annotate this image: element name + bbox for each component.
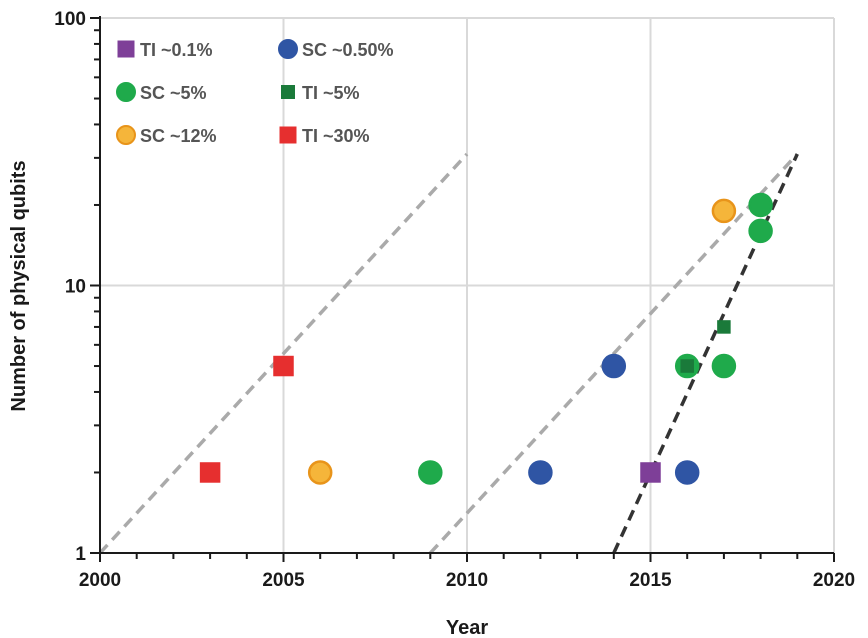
legend-item: TI ~30% [279, 126, 370, 146]
x-tick-label: 2005 [262, 570, 305, 591]
legend-label: SC ~0.50% [302, 40, 394, 60]
legend-item: SC ~5% [116, 82, 207, 103]
legend-marker [117, 40, 135, 58]
data-point [748, 218, 773, 244]
legend-label: SC ~5% [140, 83, 207, 103]
x-tick-label: 2000 [79, 570, 121, 591]
legend-marker [281, 85, 295, 99]
data-point [711, 198, 737, 224]
tick-labels: 2000 2005 2010 2015 2020 1 10 100 [54, 9, 855, 591]
legend-label: TI ~30% [302, 126, 370, 146]
x-tick-label: 2020 [813, 570, 855, 591]
y-tick-label: 1 [75, 544, 86, 565]
legend-marker [279, 126, 297, 144]
data-point [307, 460, 333, 485]
x-tick-label: 2015 [629, 570, 672, 591]
legend-label: TI ~0.1% [140, 40, 213, 60]
y-tick-label: 10 [65, 277, 86, 298]
data-point [199, 462, 221, 483]
data-point [273, 355, 294, 377]
data-point [680, 359, 694, 373]
legend-item: TI ~0.1% [117, 40, 213, 60]
legend-label: TI ~5% [302, 83, 360, 103]
data-point [748, 192, 773, 218]
x-tick-label: 2010 [446, 570, 488, 591]
data-point [711, 353, 737, 379]
y-tick-label: 100 [54, 9, 86, 30]
data-point [601, 353, 627, 379]
legend-item: SC ~12% [116, 125, 217, 146]
legend: TI ~0.1% SC ~0.50% SC ~5% TI ~5% SC ~12% TI ~… [116, 39, 394, 146]
legend-label: SC ~12% [140, 126, 217, 146]
data-point [717, 320, 731, 334]
trend-line-2 [429, 152, 799, 555]
legend-marker [116, 82, 136, 102]
data-point [418, 460, 443, 485]
legend-marker [116, 125, 136, 145]
data-point [640, 462, 661, 483]
axes [90, 16, 835, 562]
trend-line-1 [98, 152, 469, 555]
legend-marker [278, 39, 298, 59]
data-point [528, 460, 553, 485]
legend-item: SC ~0.50% [278, 39, 394, 60]
legend-item: TI ~5% [281, 83, 360, 103]
trend-lines [98, 152, 799, 555]
data-points [199, 192, 773, 485]
trend-line-3 [612, 153, 799, 554]
grid-layer [100, 17, 835, 553]
x-axis-title: Year [446, 617, 488, 638]
data-point [674, 460, 700, 485]
y-axis-title: Number of physical qubits [8, 160, 30, 411]
